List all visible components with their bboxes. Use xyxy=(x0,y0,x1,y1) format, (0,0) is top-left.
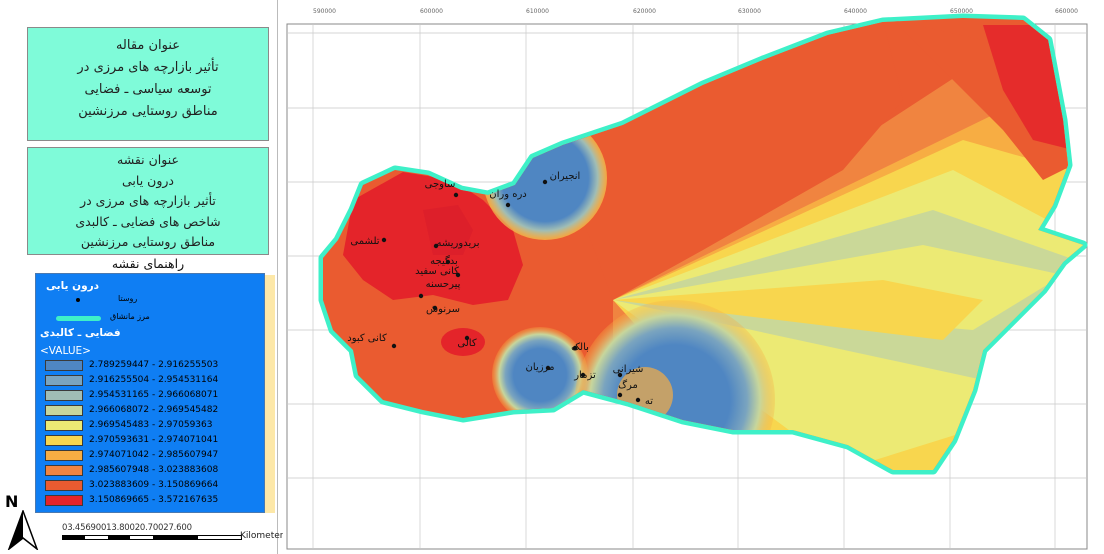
place-label: دره وران xyxy=(489,189,526,200)
legend-boundary-label: مرز مانشاق xyxy=(110,312,150,321)
legend-swatch xyxy=(45,495,83,506)
place-label: مرگ xyxy=(618,378,638,391)
legend-swatch xyxy=(45,405,83,416)
scale-bar-unit: Kilometers xyxy=(240,531,289,541)
legend-class-range: 2.974071042 - 2.985607947 xyxy=(89,450,219,460)
legend-class-range: 2.966068072 - 2.969545482 xyxy=(89,405,219,415)
legend-swatch xyxy=(45,450,83,461)
village-dot-icon xyxy=(76,298,80,302)
legend-class: 2.954531165 - 2.966068071 xyxy=(45,390,218,402)
place-label: تزمار xyxy=(573,370,596,381)
map-layout-panel: عنوان مقاله تأثیر بازارچه های مرزی در تو… xyxy=(0,0,288,554)
legend-class: 2.985607948 - 3.023883608 xyxy=(45,465,218,477)
legend-class-range: 2.789259447 - 2.916255503 xyxy=(89,360,219,370)
place-label: کانی سفید xyxy=(415,266,459,277)
legend-class: 2.974071042 - 2.985607947 xyxy=(45,450,218,462)
place-label: سرنوش xyxy=(426,304,460,315)
legend-caption: راهنمای نقشه xyxy=(111,256,185,271)
interpolation-map: انجیران دره وران ساوجی تلشمی بریدوریشه ب… xyxy=(286,13,1088,550)
x-tick-label: 590000 xyxy=(313,8,336,15)
legend-class: 2.970593631 - 2.974071041 xyxy=(45,435,218,447)
scale-bar-numbers: 03.45690013.80020.70027.600 xyxy=(62,523,192,533)
legend-swatch xyxy=(45,360,83,371)
place-label: مرزیان xyxy=(526,362,555,373)
place-label: ته xyxy=(645,396,653,407)
place-labels: انجیران دره وران ساوجی تلشمی بریدوریشه ب… xyxy=(347,171,653,407)
map-title-heading: عنوان نقشه xyxy=(117,152,179,167)
x-tick-label: 600000 xyxy=(420,8,443,15)
place-label: بریدوریشه xyxy=(436,238,479,249)
legend-class: 2.916255504 - 2.954531164 xyxy=(45,375,218,387)
place-label: انجیران xyxy=(550,171,581,182)
x-tick-label: 620000 xyxy=(633,8,656,15)
place-label: ساوجی xyxy=(425,179,456,190)
map-title-box: عنوان نقشه درون یابی تأثیر بازارچه های م… xyxy=(27,147,269,255)
article-title-line: توسعه سیاسی ـ فضایی xyxy=(84,82,212,97)
legend-class-range: 3.150869665 - 3.572167635 xyxy=(89,495,219,505)
x-tick-label: 640000 xyxy=(844,8,867,15)
legend-class: 2.789259447 - 2.916255503 xyxy=(45,360,218,372)
place-label: بالک xyxy=(571,342,589,353)
legend-class-range: 2.969545483 - 2.97059363 xyxy=(89,420,213,430)
legend-class: 3.023883609 - 3.150869664 xyxy=(45,480,218,492)
legend-class-range: 2.954531165 - 2.966068071 xyxy=(89,390,219,400)
legend-class: 2.969545483 - 2.97059363 xyxy=(45,420,213,432)
legend-class: 3.150869665 - 3.572167635 xyxy=(45,495,218,507)
map-title-line: تأثیر بازارچه های مرزی در xyxy=(80,193,216,208)
north-arrow-icon xyxy=(7,510,39,550)
scale-bar xyxy=(62,535,242,540)
legend-class-range: 2.916255504 - 2.954531164 xyxy=(89,375,219,385)
north-letter: N xyxy=(5,492,19,511)
village-points xyxy=(381,179,641,403)
place-label: تلشمی xyxy=(350,236,379,247)
place-label: کالی xyxy=(457,338,476,349)
map-title-line: مناطق روستایی مرزنشین xyxy=(80,234,216,249)
x-tick-label: 660000 xyxy=(1055,8,1078,15)
article-title-heading: عنوان مقاله xyxy=(115,38,181,53)
legend-village-label: روستا xyxy=(118,294,138,303)
legend-class-range: 2.985607948 - 3.023883608 xyxy=(89,465,219,475)
x-tick-label: 650000 xyxy=(950,8,973,15)
map-title-line: شاخص های فضایی ـ کالبدی xyxy=(75,213,221,229)
legend-class-range: 3.023883609 - 3.150869664 xyxy=(89,480,219,490)
legend-swatch xyxy=(45,480,83,491)
legend-value-label: <VALUE> xyxy=(40,345,91,357)
place-label: کانی کبود xyxy=(347,333,387,344)
place-label: پیرحسنه xyxy=(426,279,461,290)
legend-swatch xyxy=(45,375,83,386)
boundary-line-icon xyxy=(56,316,101,321)
legend-swatch xyxy=(45,465,83,476)
legend-class-range: 2.970593631 - 2.974071041 xyxy=(89,435,219,445)
x-tick-label: 610000 xyxy=(526,8,549,15)
legend-side-strip xyxy=(265,275,275,513)
article-title-line: تأثیر بازارچه های مرزی در xyxy=(77,60,219,75)
legend-section-title: درون یابی xyxy=(46,280,100,292)
map-frame: 590000 600000 610000 620000 630000 64000… xyxy=(283,0,1104,554)
x-tick-label: 630000 xyxy=(738,8,761,15)
map-legend: درون یابی روستا مرز مانشاق فضایی ـ کالبد… xyxy=(35,273,265,513)
legend-swatch xyxy=(45,435,83,446)
legend-swatch xyxy=(45,390,83,401)
legend-layer-title: فضایی ـ کالبدی xyxy=(40,327,121,339)
article-title-box: عنوان مقاله تأثیر بازارچه های مرزی در تو… xyxy=(27,27,269,141)
legend-class: 2.966068072 - 2.969545482 xyxy=(45,405,218,417)
place-label: بدگیجه xyxy=(430,255,458,267)
article-title-line: مناطق روستایی مرزنشین xyxy=(78,104,218,119)
place-label: شیرانی xyxy=(613,364,644,375)
map-title-line: درون یابی xyxy=(122,172,174,188)
legend-swatch xyxy=(45,420,83,431)
